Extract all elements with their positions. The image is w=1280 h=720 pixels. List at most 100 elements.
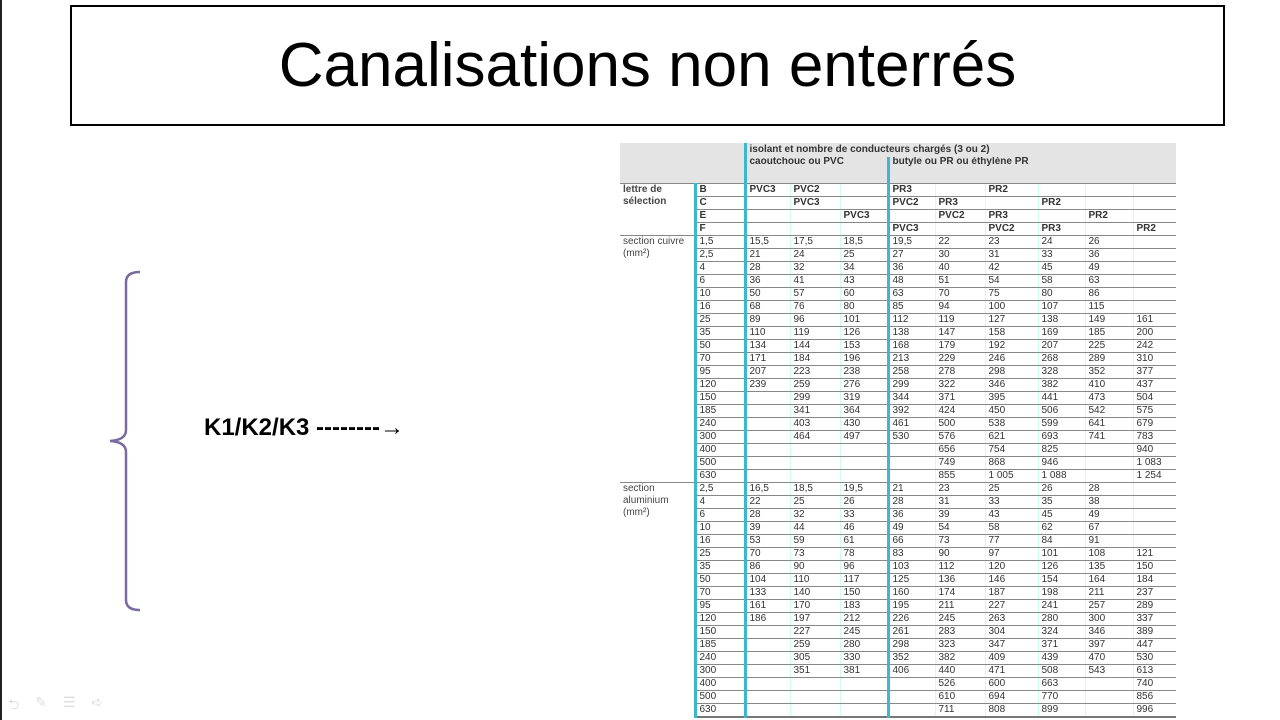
current-value-cell: 24 [789, 248, 840, 262]
section-size-cell: 35 [693, 560, 745, 574]
pen-icon[interactable]: ✎ [35, 694, 47, 710]
current-value-cell: 120 [984, 560, 1038, 574]
table-row: 185 259 280 298 323 347 371 397 447 [620, 638, 1177, 652]
cable-type-cell [839, 183, 888, 197]
current-value-cell: 371 [1037, 638, 1085, 652]
current-value-cell: 239 [743, 378, 790, 392]
current-value-cell: 381 [839, 664, 888, 678]
cable-type-cell [743, 196, 790, 210]
current-value-cell: 36 [1084, 248, 1133, 262]
cable-type-cell [934, 183, 985, 197]
table-row: 70 171 184 196 213 229 246 268 289 310 [620, 352, 1177, 366]
current-value-cell: 259 [789, 378, 840, 392]
current-value-cell: 25 [789, 495, 840, 509]
current-value-cell: 174 [934, 586, 985, 600]
selection-letter: F [693, 222, 745, 236]
current-value-cell [743, 443, 790, 457]
current-value-cell: 67 [1084, 521, 1133, 535]
current-value-cell [886, 703, 935, 718]
current-value-cell: 192 [984, 339, 1038, 353]
current-value-cell: 60 [839, 287, 888, 301]
current-value-cell [839, 469, 888, 483]
section-size-cell: 240 [693, 651, 745, 665]
current-value-cell: 430 [839, 417, 888, 431]
current-value-cell: 23 [934, 482, 985, 496]
current-value-cell: 754 [984, 443, 1038, 457]
current-value-cell: 184 [789, 352, 840, 366]
cable-type-cell: PVC3 [839, 209, 888, 223]
slide-title: Canalisations non enterrés [278, 31, 1017, 100]
current-value-cell: 227 [984, 599, 1038, 613]
current-value-cell: 341 [789, 404, 840, 418]
current-value-cell: 42 [984, 261, 1038, 275]
current-value-cell: 169 [1037, 326, 1085, 340]
table-row: 240 403 430 461 500 538 599 641 679 [620, 417, 1177, 431]
table-row: 16 68 76 80 85 94 100 107 115 [620, 300, 1177, 314]
current-value-cell: 110 [743, 326, 790, 340]
table-row: 120 239 259 276 299 322 346 382 410 437 [620, 378, 1177, 392]
current-value-cell: 170 [789, 599, 840, 613]
current-value-cell [743, 664, 790, 678]
current-value-cell [743, 404, 790, 418]
current-value-cell [743, 469, 790, 483]
current-value-cell [1132, 274, 1177, 288]
section-size-cell: 16 [693, 300, 745, 314]
table-row: 16 53 59 61 66 73 77 84 91 [620, 534, 1177, 548]
current-value-cell: 330 [839, 651, 888, 665]
current-value-cell: 504 [1132, 391, 1177, 405]
current-value-cell: 49 [1084, 508, 1133, 522]
table-row: section cuivre (mm²) 1,5 15,5 17,5 18,5 19,5 2… [620, 235, 1177, 483]
cable-type-cell [839, 222, 888, 236]
current-value-cell: 245 [934, 612, 985, 626]
cable-type-cell [743, 222, 790, 236]
current-value-cell: 107 [1037, 300, 1085, 314]
current-value-cell: 22 [743, 495, 790, 509]
forward-arrow-icon[interactable]: ➪ [91, 694, 104, 710]
section-size-cell: 240 [693, 417, 745, 431]
current-value-cell [743, 690, 790, 704]
back-arrow-icon[interactable]: ⮌ [8, 696, 20, 712]
current-value-cell: 134 [743, 339, 790, 353]
section-size-cell: 50 [693, 573, 745, 587]
current-value-cell: 298 [984, 365, 1038, 379]
current-value-cell [743, 417, 790, 431]
current-value-cell: 257 [1084, 599, 1133, 613]
current-value-cell: 104 [743, 573, 790, 587]
table-row: 10 50 57 60 63 70 75 80 86 [620, 287, 1177, 301]
current-value-cell: 57 [789, 287, 840, 301]
table-row: 70 133 140 150 160 174 187 198 211 237 [620, 586, 1177, 600]
current-value-cell: 63 [886, 287, 935, 301]
current-value-cell: 26 [839, 495, 888, 509]
table-row: 400 656 754 825 940 [620, 443, 1177, 457]
current-value-cell: 18,5 [839, 235, 888, 249]
current-value-cell: 49 [1084, 261, 1133, 275]
current-value-cell: 150 [839, 586, 888, 600]
current-value-cell [839, 677, 888, 691]
cable-type-cell: PR3 [886, 183, 935, 197]
current-value-cell: 530 [1132, 651, 1177, 665]
current-value-cell: 258 [886, 365, 935, 379]
current-value-cell: 96 [789, 313, 840, 327]
current-value-cell: 439 [1037, 651, 1085, 665]
table-row: 95 207 223 238 258 278 298 328 352 377 [620, 365, 1177, 379]
current-value-cell [1132, 495, 1177, 509]
table-row: 25 70 73 78 83 90 97 101 108 121 [620, 547, 1177, 561]
current-value-cell: 395 [984, 391, 1038, 405]
section-size-cell: 10 [693, 287, 745, 301]
current-value-cell: 39 [934, 508, 985, 522]
current-value-cell: 126 [1037, 560, 1085, 574]
current-value-cell: 542 [1084, 404, 1133, 418]
current-value-cell: 31 [934, 495, 985, 509]
menu-icon[interactable]: ☰ [62, 694, 76, 710]
current-value-cell: 241 [1037, 599, 1085, 613]
current-value-cell: 497 [839, 430, 888, 444]
current-value-cell: 50 [743, 287, 790, 301]
current-value-cell: 183 [839, 599, 888, 613]
current-value-cell: 100 [984, 300, 1038, 314]
current-value-cell: 437 [1132, 378, 1177, 392]
table-row: 95 161 170 183 195 211 227 241 257 289 [620, 599, 1177, 613]
current-value-cell [789, 443, 840, 457]
current-value-cell [1084, 469, 1133, 483]
current-value-cell: 576 [934, 430, 985, 444]
current-value-cell: 108 [1084, 547, 1133, 561]
